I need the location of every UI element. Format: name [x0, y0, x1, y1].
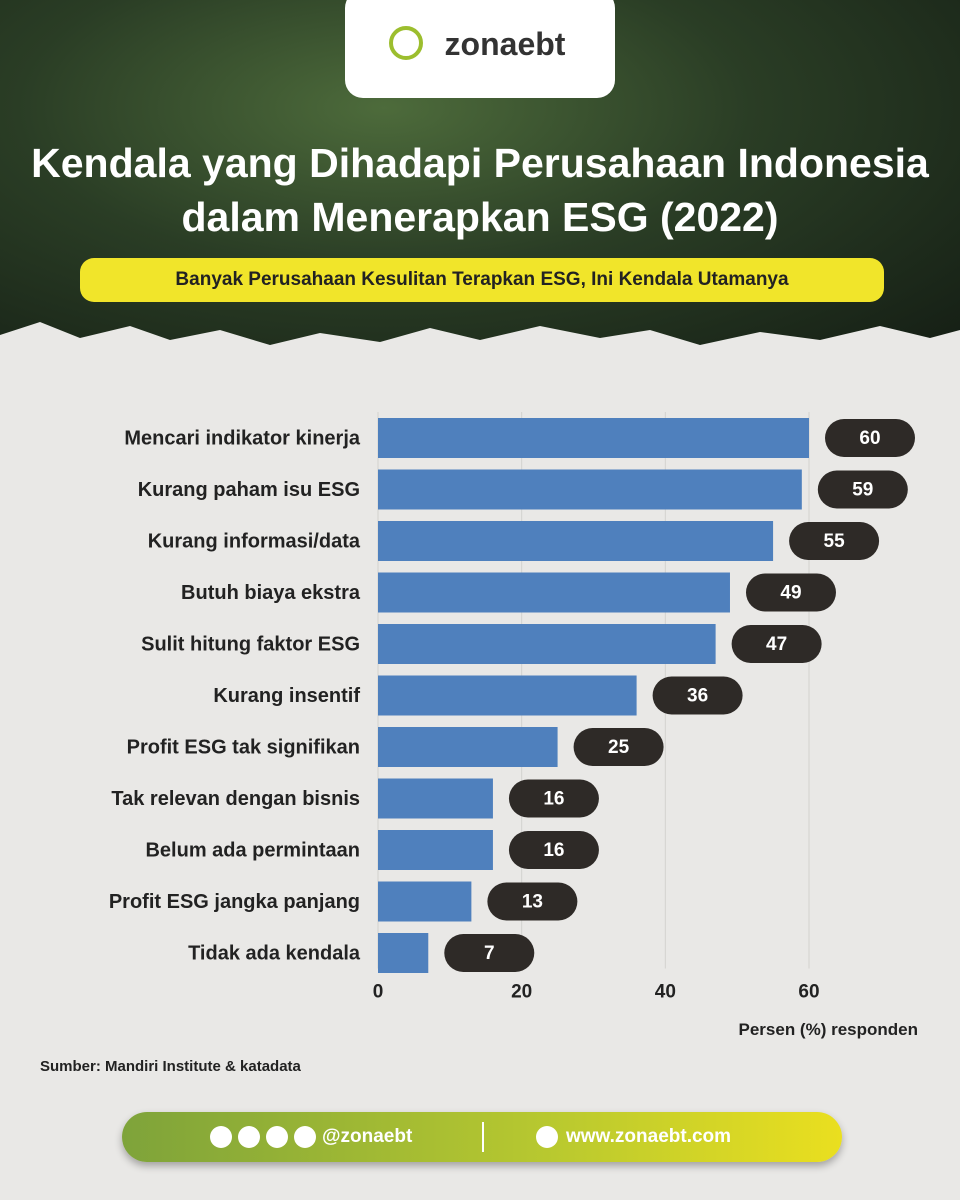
category-label: Profit ESG tak signifikan	[127, 736, 360, 758]
category-label: Belum ada permintaan	[145, 839, 360, 861]
value-label: 36	[687, 686, 708, 707]
category-label: Kurang informasi/data	[148, 530, 361, 552]
value-pill	[817, 470, 908, 509]
x-tick-label: 40	[655, 982, 676, 1003]
category-label: Kurang paham isu ESG	[138, 479, 360, 501]
value-label: 13	[522, 892, 543, 913]
social-handle[interactable]: @zonaebt	[322, 1126, 413, 1147]
bar	[378, 675, 637, 716]
category-label: Mencari indikator kinerja	[124, 427, 361, 449]
x-tick-label: 60	[798, 982, 819, 1003]
x-tick-label: 0	[373, 982, 384, 1003]
bar	[378, 418, 809, 458]
value-label: 7	[484, 943, 495, 964]
value-pill	[487, 882, 578, 921]
icon	[210, 1126, 232, 1148]
x-tick-label: 20	[511, 982, 532, 1003]
bar	[378, 727, 558, 767]
bar	[378, 572, 730, 613]
value-pill	[652, 676, 743, 715]
subtitle: Banyak Perusahaan Kesulitan Terapkan ESG…	[80, 258, 884, 302]
value-label: 59	[852, 480, 873, 501]
value-label: 60	[859, 428, 880, 449]
category-label: Tak relevan dengan bisnis	[111, 788, 360, 810]
icon	[266, 1126, 288, 1148]
website[interactable]: www.zonaebt.com	[566, 1126, 732, 1147]
value-pill	[508, 831, 599, 869]
value-label: 49	[780, 583, 801, 604]
separator	[482, 1122, 484, 1152]
value-pill	[731, 625, 822, 663]
value-pill	[825, 419, 915, 457]
x-axis-label: Persen (%) responden	[739, 1020, 919, 1039]
bar	[378, 881, 472, 922]
value-label: 16	[543, 840, 564, 861]
value-pill	[573, 728, 664, 766]
bar	[378, 521, 774, 561]
bar	[378, 469, 802, 510]
category-label: Kurang insentif	[213, 685, 360, 707]
footer: @zonaebt www.zonaebt.com	[122, 1112, 842, 1162]
category-label: Tidak ada kendala	[188, 942, 361, 964]
value-label: 47	[766, 634, 787, 655]
bar	[378, 624, 716, 664]
logo-icon	[389, 26, 423, 60]
category-label: Butuh biaya ekstra	[181, 582, 361, 604]
icon	[536, 1126, 558, 1148]
source: Sumber: Mandiri Institute & katadata	[40, 1058, 301, 1075]
bar	[378, 933, 429, 973]
bar	[378, 778, 493, 819]
title: Kendala yang Dihadapi Perusahaan Indones…	[31, 140, 929, 240]
value-pill	[508, 779, 599, 818]
category-label: Profit ESG jangka panjang	[109, 891, 360, 913]
logo: zonaebt	[345, 0, 615, 98]
icon	[294, 1126, 316, 1148]
value-pill	[745, 573, 836, 612]
icon	[238, 1126, 260, 1148]
value-label: 16	[543, 789, 564, 810]
category-label: Sulit hitung faktor ESG	[141, 633, 360, 655]
value-pill	[444, 934, 535, 972]
value-pill	[789, 522, 880, 560]
bar	[378, 830, 493, 870]
value-label: 55	[824, 531, 846, 552]
brand: zonaebt	[444, 25, 566, 62]
value-label: 25	[608, 737, 630, 758]
